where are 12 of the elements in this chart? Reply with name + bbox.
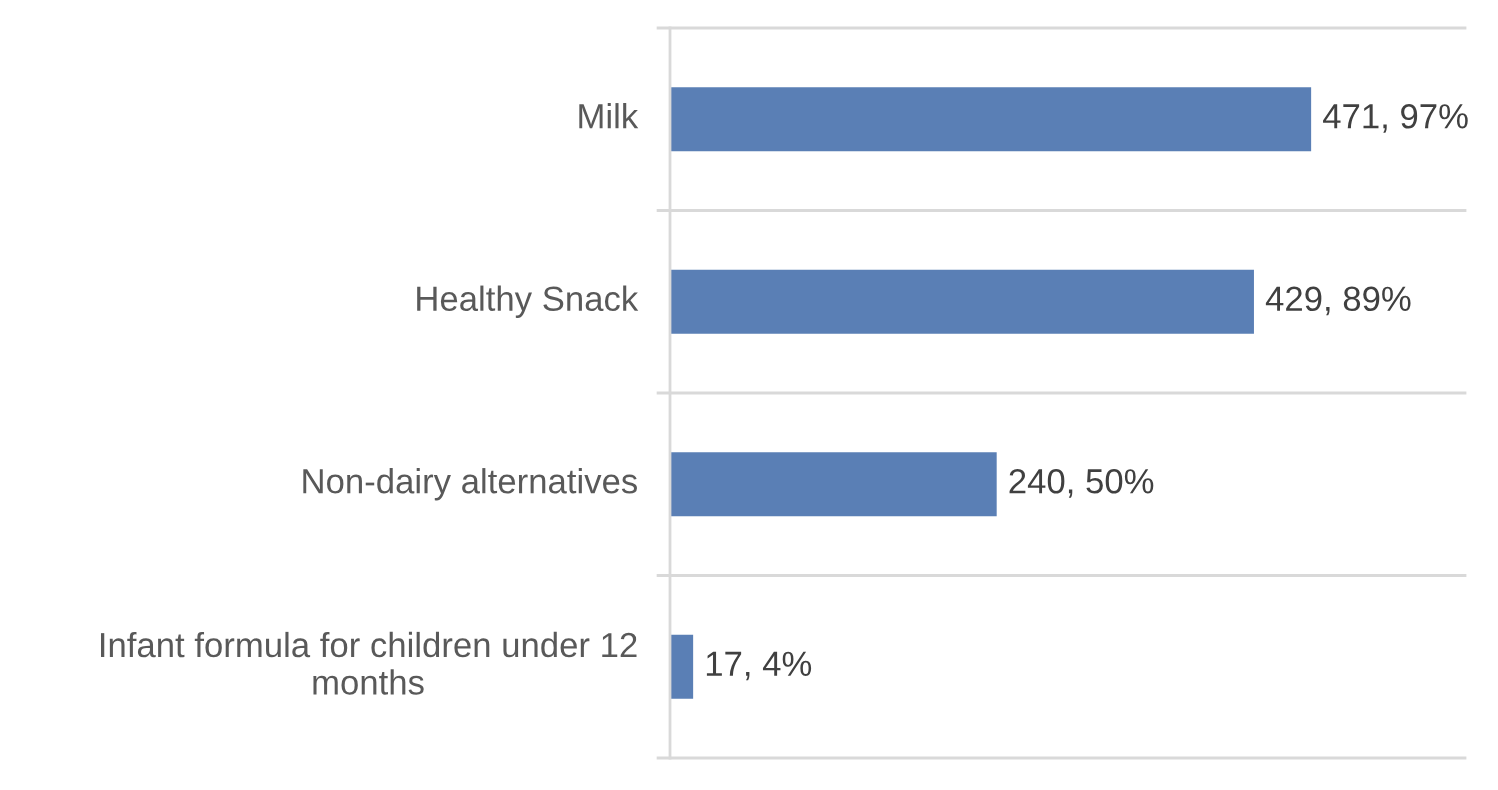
bar (670, 87, 1312, 152)
y-tick-label: Infant formula for children under 12 months (101, 631, 637, 695)
y-tick-label: Milk (579, 103, 639, 129)
data-label: 429, 89% (1265, 286, 1411, 316)
bar (670, 269, 1254, 334)
data-label: 471, 97% (1323, 103, 1468, 133)
y-tick-label: Healthy Snack (417, 285, 639, 318)
bar (670, 452, 997, 517)
y-tick-label: Non-dairy alternatives (303, 468, 637, 501)
bar (670, 634, 694, 699)
data-label: 240, 50% (1009, 468, 1154, 498)
data-label: 17, 4% (706, 651, 812, 681)
